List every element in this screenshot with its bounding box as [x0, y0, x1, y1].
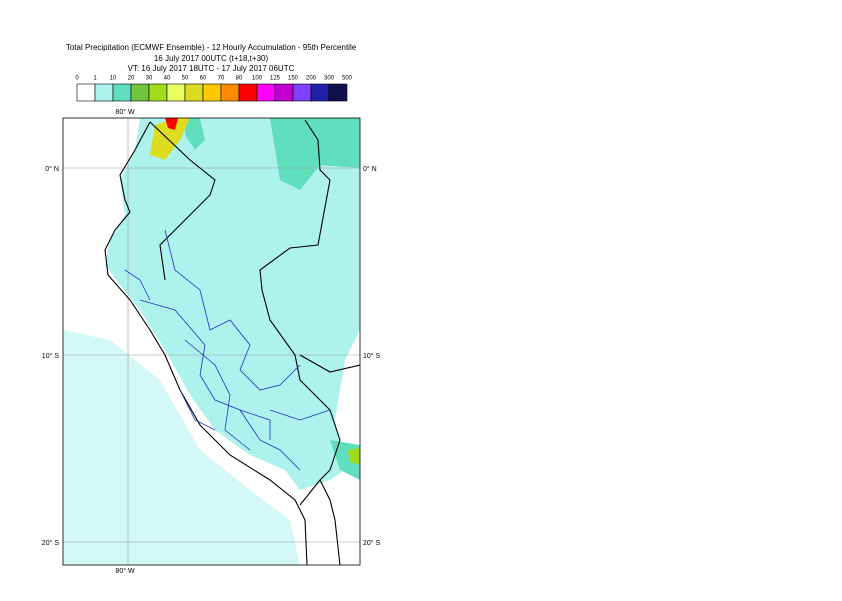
legend-swatch	[148, 83, 168, 102]
precip-max	[348, 448, 360, 465]
lon-label: 80° W	[115, 108, 135, 116]
legend-label: 0	[75, 76, 79, 82]
lat-label: 0° N	[45, 165, 59, 173]
legend-swatch	[220, 83, 240, 102]
title-block: Total Precipitation (ECMWF Ensemble) - 1…	[66, 43, 357, 73]
lat-label: 0° N	[363, 165, 377, 173]
lat-label: 10° S	[363, 352, 381, 360]
legend: 0 1 10 20 30 40 50 60 70 80 100 125 150 200 300 500	[75, 76, 353, 102]
legend-swatch	[94, 83, 114, 102]
legend-label: 500	[342, 76, 353, 82]
title: Total Precipitation (ECMWF Ensemble) - 1…	[66, 43, 357, 52]
legend-label: 10	[110, 76, 117, 82]
legend-label: 40	[164, 76, 171, 82]
legend-label: 125	[270, 76, 281, 82]
legend-label: 100	[252, 76, 263, 82]
legend-label: 80	[236, 76, 243, 82]
precip-area-ocean	[63, 330, 300, 565]
legend-swatch	[256, 83, 276, 102]
valid-time: VT: 16 July 2017 18UTC - 17 July 2017 06…	[128, 64, 295, 73]
country-border	[104, 119, 360, 565]
legend-label: 30	[146, 76, 153, 82]
legend-label: 50	[182, 76, 189, 82]
legend-label: 150	[288, 76, 299, 82]
lon-label: 80° W	[115, 567, 135, 575]
legend-swatch	[184, 83, 204, 102]
department-border	[124, 229, 331, 471]
legend-swatch	[238, 83, 258, 102]
legend-label: 60	[200, 76, 207, 82]
legend-label: 200	[306, 76, 317, 82]
legend-swatch	[328, 83, 348, 102]
legend-label: 1	[93, 76, 97, 82]
precip-max	[165, 118, 178, 130]
legend-swatch	[76, 83, 96, 102]
map-frame	[62, 117, 361, 566]
precip-heavy	[270, 118, 360, 190]
legend-swatch	[292, 83, 312, 102]
precip-max	[150, 118, 190, 160]
subtitle: 16 July 2017 00UTC (t+18,t+30)	[154, 54, 269, 63]
lat-label: 20° S	[363, 539, 381, 547]
legend-swatch	[130, 83, 150, 102]
legend-swatch	[310, 83, 330, 102]
lat-label: 20° S	[42, 539, 60, 547]
legend-label: 300	[324, 76, 335, 82]
map: 80° W 80° W 0° N 10° S 20° S 0° N 10° S …	[42, 108, 381, 575]
legend-swatch	[274, 83, 294, 102]
precip-area	[105, 118, 360, 490]
legend-label: 20	[128, 76, 135, 82]
legend-swatch	[166, 83, 186, 102]
legend-swatch	[112, 83, 132, 102]
legend-swatch	[202, 83, 222, 102]
lat-label: 10° S	[42, 352, 60, 360]
precip-heavy	[185, 118, 360, 480]
legend-label: 70	[218, 76, 225, 82]
